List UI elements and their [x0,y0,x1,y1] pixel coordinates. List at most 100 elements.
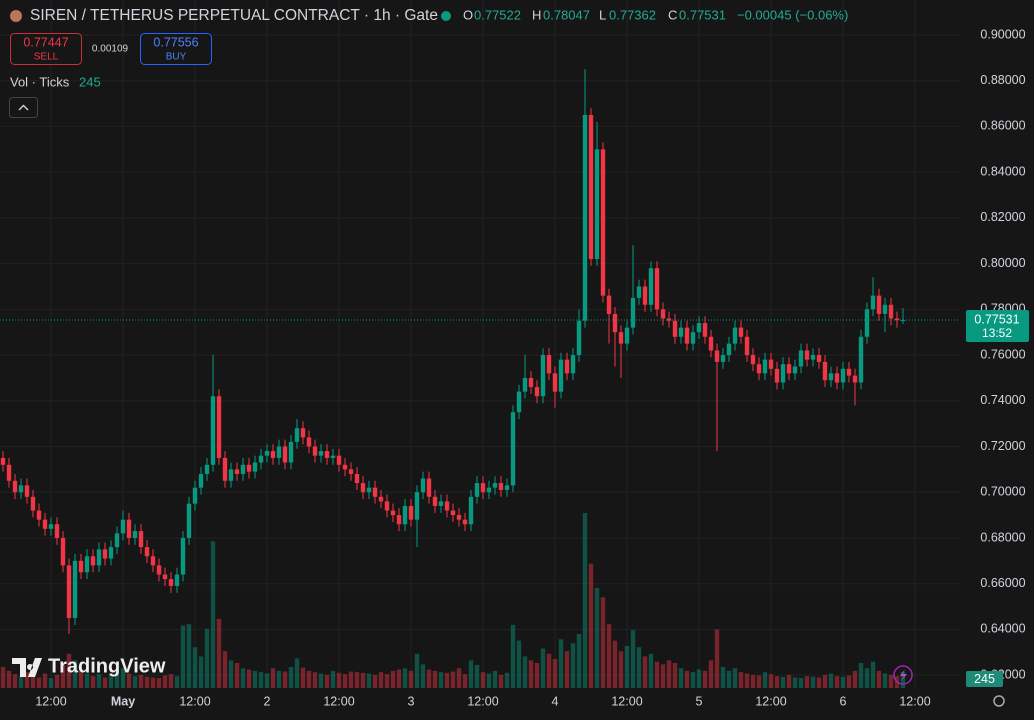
volume-bar [666,660,672,688]
collapse-button[interactable] [9,97,38,118]
volume-bar [804,676,810,688]
candle-body [60,537,66,566]
lightning [900,669,907,681]
volume-bar [372,674,378,688]
candle-body [600,149,606,296]
volume-bar [840,676,846,688]
y-tick-label: 0.90000 [980,27,1025,41]
volume-bar [138,674,144,688]
volume-bar [462,674,468,688]
volume-bar [42,673,48,688]
volume-bar [474,664,480,688]
volume-bar [654,661,660,688]
volume-bar [144,676,150,688]
volume-bar [768,674,774,688]
volume-bar [318,673,324,688]
candle-body [528,377,534,388]
candle-body [288,441,294,463]
axes: 0.620000.640000.660000.680000.700000.720… [0,27,1029,708]
candle-body [378,496,384,502]
candle-body [72,560,78,618]
candle-body [192,487,198,504]
candle-body [720,355,726,362]
volume-label: 245 [974,672,995,686]
volume-bar [888,674,894,688]
candle-body [456,515,462,520]
candle-body [204,464,210,474]
volume-bar [600,597,606,688]
x-tick-label: May [111,694,135,708]
volume-bar [156,678,162,688]
volume-bar [6,670,12,688]
x-tick-label: 12:00 [899,694,930,708]
volume-bar [738,672,744,688]
volume-bar [246,669,252,688]
candle-body [366,487,372,493]
candle-body [360,483,366,493]
candle-body [792,366,798,374]
candle-body [708,336,714,351]
volume-bar [822,674,828,688]
volume-bar [288,666,294,688]
candle-body [252,462,258,472]
last-price-label: 0.77531 [974,312,1019,326]
candle-body [864,309,870,337]
status-dot [441,11,451,21]
candle-layer [0,69,906,634]
candle-body [102,549,108,559]
candle-body [684,327,690,344]
sell-price: 0.77447 [23,35,68,49]
volume-bar [378,672,384,688]
candle-body [384,501,390,511]
candle-body [618,332,624,344]
candle-body [564,359,570,374]
sell-button[interactable] [10,33,82,65]
volume-bar [696,669,702,688]
volume-bar [708,660,714,688]
volume-bar [270,668,276,688]
volume-bar [444,672,450,688]
candle-body [132,531,138,538]
candle-body [84,556,90,573]
candle-body [234,469,240,474]
settings-button[interactable] [993,695,1005,707]
volume-bar [702,670,708,688]
candle-body [858,336,864,383]
volume-bar [348,671,354,688]
volume-bar [516,640,522,688]
volume-bar [240,668,246,688]
volume-bar [306,670,312,688]
y-tick-label: 0.80000 [980,256,1025,270]
volume-bar [786,674,792,688]
y-tick-label: 0.64000 [980,622,1025,636]
candle-body [582,115,588,321]
volume-bar [810,676,816,688]
y-tick-label: 0.70000 [980,485,1025,499]
buy-button[interactable] [140,33,212,65]
candle-body [240,464,246,474]
candle-body [714,350,720,362]
candle-body [702,323,708,337]
x-tick-label: 12:00 [755,694,786,708]
volume-bar [408,670,414,688]
x-tick-label: 12:00 [323,694,354,708]
alert-button[interactable] [893,665,913,685]
volume-bar [180,625,186,688]
candle-body [270,451,276,458]
ohlc-key: L [599,7,606,22]
volume-bar [36,677,42,688]
candle-body [414,492,420,520]
watermark: TradingView [48,655,166,677]
volume-bar [726,670,732,688]
candle-body [762,359,768,374]
ohlc-key: H [532,7,541,22]
volume-bar [762,672,768,688]
volume-bar [90,676,96,688]
volume-bar [480,672,486,688]
candle-body [90,556,96,566]
volume-bar [534,663,540,688]
candle-body [156,565,162,575]
volume-bar [366,673,372,688]
candle-body [330,455,336,458]
volume-bar [900,671,906,688]
